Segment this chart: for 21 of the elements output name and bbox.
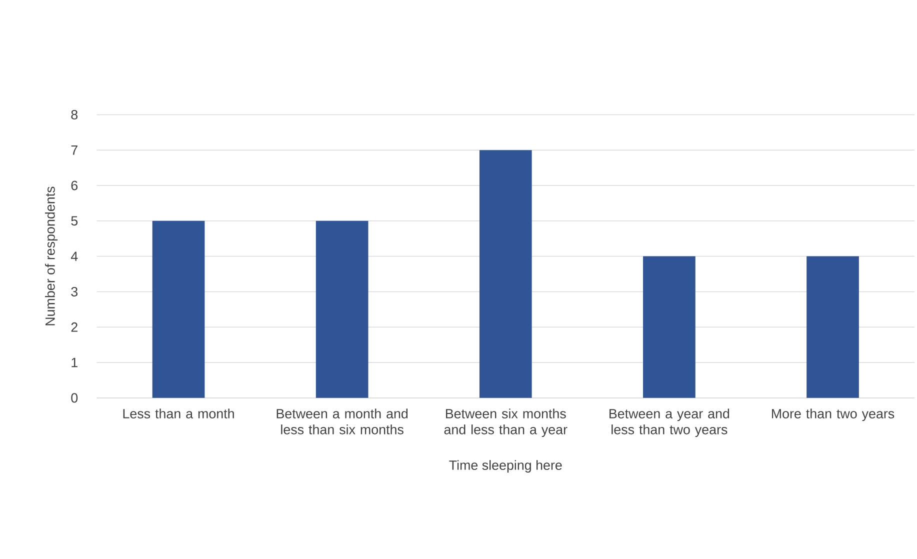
bar xyxy=(806,256,859,398)
y-tick-label: 2 xyxy=(71,322,78,332)
y-tick-label: 6 xyxy=(71,180,78,190)
x-tick-label: Between six months and less than a year xyxy=(444,408,568,437)
bar xyxy=(152,220,205,398)
y-tick-label: 8 xyxy=(71,110,78,120)
y-tick-label: 1 xyxy=(72,358,78,367)
y-axis-title: Number of respondents xyxy=(45,186,58,326)
x-tick-label: Between a year and less than two years xyxy=(610,408,730,437)
y-tick-label: 3 xyxy=(71,286,78,296)
y-tick-label: 5 xyxy=(71,216,78,226)
bar xyxy=(643,256,696,398)
y-tick-label: 4 xyxy=(70,251,78,261)
x-axis-title: Time sleeping here xyxy=(449,460,562,472)
x-tick-label: Less than a month xyxy=(123,408,234,418)
bar xyxy=(316,220,368,398)
y-tick-label: 7 xyxy=(71,145,78,154)
bar xyxy=(479,150,532,398)
y-tick-label: 0 xyxy=(71,392,78,402)
x-tick-label: Between a month and less than six months xyxy=(276,408,408,434)
x-tick-label: More than two years xyxy=(772,408,894,421)
